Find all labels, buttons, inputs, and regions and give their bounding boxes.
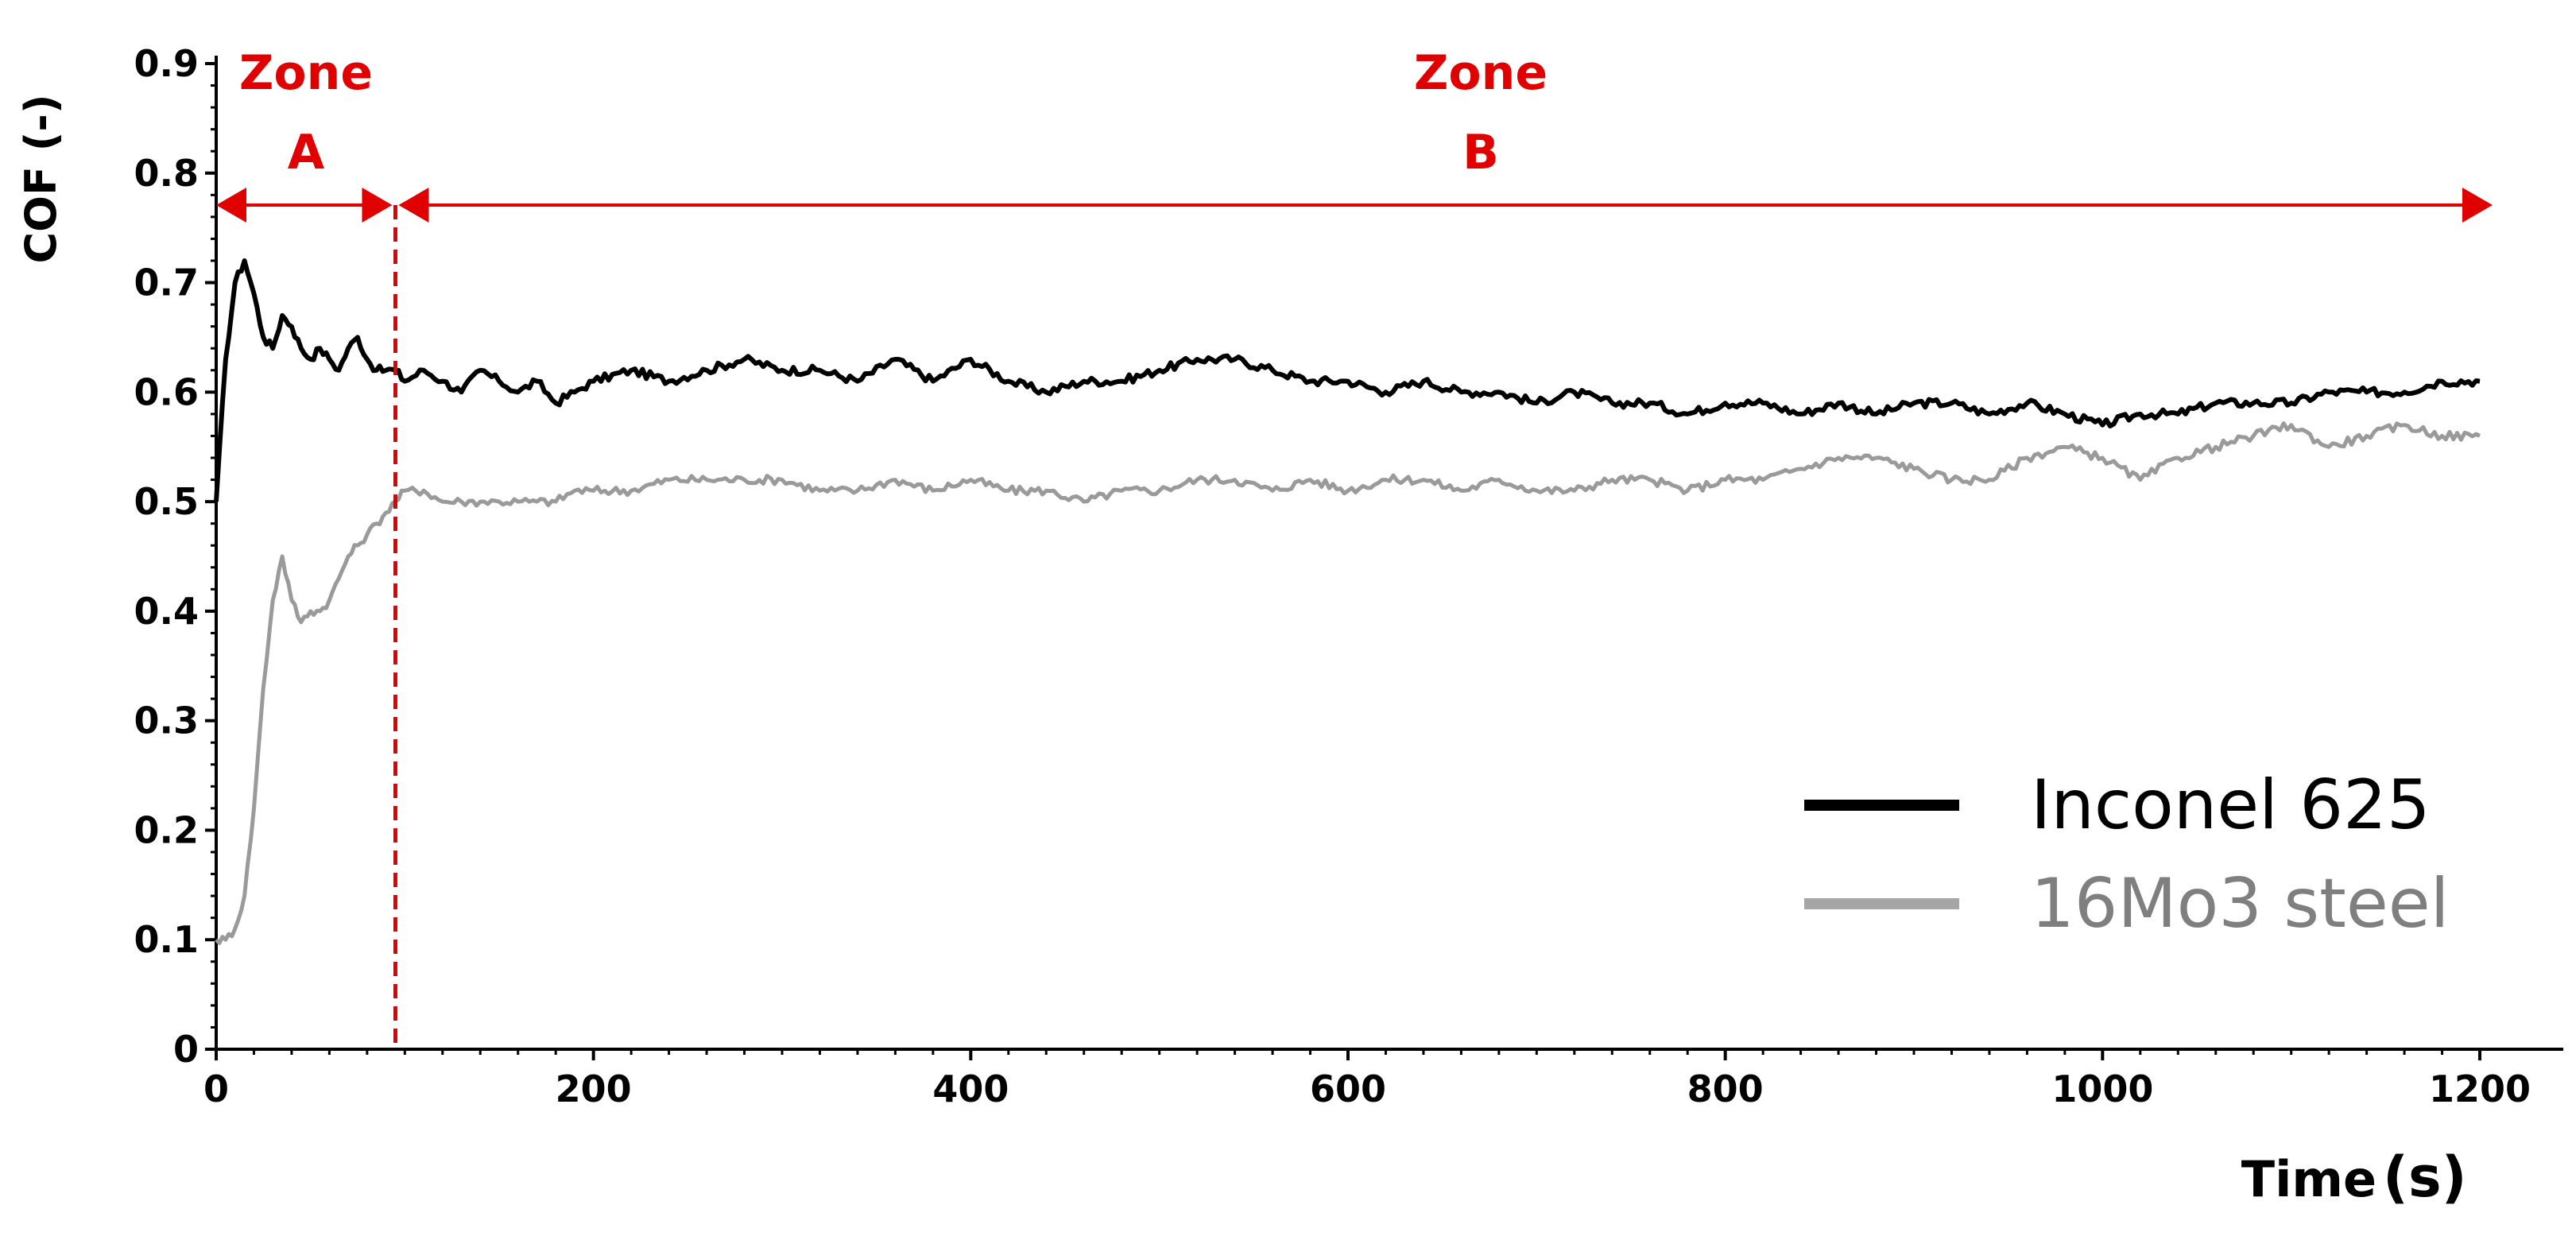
zone-a-arrow [216, 188, 393, 223]
y-axis-title: COF (-) [16, 95, 66, 264]
zone-label-line2: B [1462, 125, 1499, 180]
x-tick-label: 200 [556, 1068, 632, 1110]
x-tick-label: 1000 [2051, 1068, 2153, 1110]
y-tick-label: 0.5 [134, 480, 199, 523]
zone-arrow-head-left [216, 188, 246, 223]
x-axis-title: Time [2241, 1150, 2377, 1208]
zones-layer: Zone A Zone B [216, 45, 2493, 1049]
y-tick-label: 0.6 [134, 370, 199, 413]
legend-label-16mo3: 16Mo3 steel [2031, 864, 2450, 944]
y-tick-label: 0.7 [134, 262, 199, 304]
zone-label-line1: Zone [239, 45, 373, 101]
x-tick-label: 0 [203, 1068, 229, 1110]
y-tick-label: 0.1 [134, 918, 199, 961]
y-ticks: 0 0.1 0.2 0.3 0.4 0.5 0.6 0.7 0.8 0.9 [134, 42, 216, 1071]
x-axis-unit: (s) [2383, 1145, 2467, 1210]
x-tick-label: 600 [1310, 1068, 1386, 1110]
y-tick-label: 0.2 [134, 808, 199, 851]
y-tick-label: 0.3 [134, 699, 199, 742]
y-tick-label: 0.4 [134, 590, 199, 633]
x-tick-label: 1200 [2429, 1068, 2531, 1110]
legend: Inconel 625 16Mo3 steel [1804, 765, 2450, 944]
y-tick-label: 0.9 [134, 42, 199, 85]
series-layer [214, 258, 2481, 945]
x-ticks: 0 200 400 600 800 1000 1200 [203, 1049, 2531, 1110]
zone-label-line2: A [288, 125, 325, 180]
zone-label-line1: Zone [1414, 45, 1548, 101]
series-line-inconel-625 [214, 258, 2481, 502]
zone-b-arrow [398, 188, 2493, 223]
x-tick-label: 400 [932, 1068, 1009, 1110]
x-tick-label: 800 [1687, 1068, 1764, 1110]
y-tick-label: 0 [173, 1028, 199, 1071]
zone-arrow-head-left [398, 188, 429, 223]
legend-label-inconel: Inconel 625 [2031, 765, 2431, 845]
zone-arrow-head-right [2462, 188, 2493, 223]
series-line-16mo3-steel [215, 421, 2481, 945]
zone-arrow-head-right [362, 188, 393, 223]
y-tick-label: 0.8 [134, 152, 199, 195]
